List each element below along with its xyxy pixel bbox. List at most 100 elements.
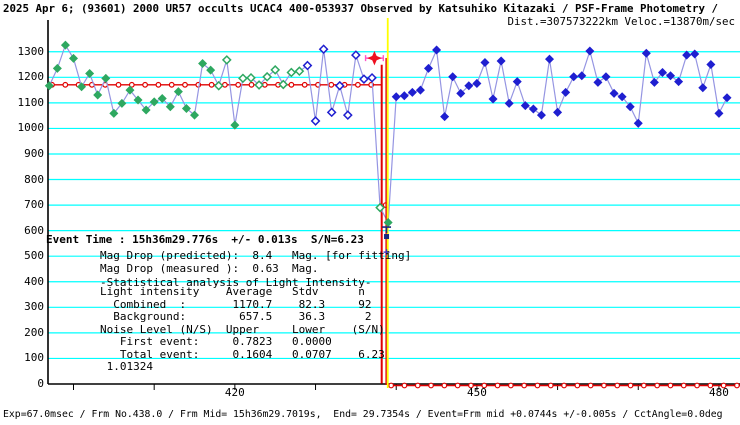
data-point-diamond bbox=[464, 81, 474, 91]
data-point-diamond bbox=[334, 80, 345, 91]
model-point bbox=[547, 382, 554, 389]
model-point bbox=[601, 382, 607, 389]
model-point bbox=[142, 81, 149, 88]
data-point-diamond bbox=[690, 49, 700, 59]
data-point-diamond bbox=[682, 50, 692, 60]
data-point-diamond bbox=[407, 87, 417, 97]
data-point-diamond bbox=[488, 94, 498, 104]
data-point-diamond bbox=[270, 65, 281, 75]
stat-header-row: Light intensity Average Stdv n bbox=[100, 285, 365, 298]
data-point-diamond bbox=[698, 83, 708, 93]
data-point-diamond bbox=[77, 82, 87, 92]
data-point-diamond bbox=[294, 66, 305, 77]
data-point-diamond bbox=[310, 116, 321, 126]
data-point-diamond bbox=[674, 77, 684, 87]
data-point-diamond bbox=[302, 60, 313, 71]
data-point-diamond bbox=[351, 50, 361, 60]
data-point-diamond bbox=[609, 88, 619, 98]
model-point bbox=[301, 81, 308, 88]
data-point-diamond bbox=[157, 94, 167, 104]
data-point-diamond bbox=[342, 110, 353, 120]
mag-drop-measured-text: Mag Drop (measured ): 0.63 Mag. bbox=[100, 262, 319, 275]
data-point-diamond bbox=[375, 202, 385, 213]
model-point bbox=[534, 382, 541, 389]
model-point bbox=[680, 382, 687, 389]
model-point bbox=[221, 81, 228, 88]
data-point-diamond bbox=[173, 87, 183, 97]
data-point-diamond bbox=[221, 55, 232, 65]
stat-noise-header-row: Noise Level (N/S) Upper Lower (S/N) bbox=[100, 322, 385, 336]
data-point-diamond bbox=[117, 98, 127, 108]
stat-combined-row: Combined : 1170.7 82.3 92 bbox=[100, 297, 372, 311]
data-point-diamond bbox=[141, 105, 151, 115]
data-point-diamond bbox=[649, 77, 659, 87]
data-point-diamond bbox=[585, 46, 595, 56]
model-point bbox=[454, 382, 461, 389]
stat-background-row: Background: 657.5 36.3 2 bbox=[100, 310, 372, 323]
model-point bbox=[694, 382, 700, 389]
data-point-diamond bbox=[706, 60, 716, 70]
stat-ratio-row: 1.01324 bbox=[100, 360, 153, 373]
data-point-diamond bbox=[601, 72, 611, 82]
model-point bbox=[115, 81, 122, 88]
data-point-diamond bbox=[666, 71, 676, 81]
data-point-diamond bbox=[198, 58, 208, 69]
stat-first-event-row: First event: 0.7823 0.0000 bbox=[100, 335, 332, 348]
data-point-diamond bbox=[440, 112, 450, 122]
model-point bbox=[168, 81, 175, 88]
data-point-diamond bbox=[520, 101, 530, 111]
data-point-diamond bbox=[52, 63, 62, 73]
model-point bbox=[561, 382, 567, 389]
data-point-diamond bbox=[577, 71, 587, 81]
model-point bbox=[614, 382, 621, 389]
data-point-diamond bbox=[246, 72, 256, 83]
data-point-diamond bbox=[432, 45, 442, 55]
data-point-diamond bbox=[326, 107, 337, 118]
data-point-diamond bbox=[133, 95, 143, 105]
data-point-diamond bbox=[318, 44, 329, 55]
data-point-diamond bbox=[93, 90, 103, 100]
data-point-diamond bbox=[383, 217, 393, 227]
data-point-diamond bbox=[472, 78, 482, 88]
model-point bbox=[654, 382, 661, 389]
model-point bbox=[235, 81, 242, 88]
data-point-diamond bbox=[528, 104, 538, 114]
model-point bbox=[62, 81, 69, 88]
data-point-diamond bbox=[44, 81, 54, 91]
data-point-diamond bbox=[125, 85, 135, 95]
model-point bbox=[481, 382, 488, 389]
data-point-diamond bbox=[415, 85, 425, 95]
chart-subtitle-distance-velocity: Dist.=307573222km Veloc.=13870m/sec bbox=[507, 15, 735, 28]
data-point-diamond bbox=[657, 67, 667, 77]
data-point-diamond bbox=[593, 77, 603, 87]
data-point-diamond bbox=[213, 80, 224, 91]
data-point-diamond bbox=[399, 91, 409, 101]
data-point-diamond bbox=[456, 88, 466, 98]
data-point-diamond bbox=[254, 80, 264, 90]
model-point bbox=[355, 81, 361, 88]
data-point-diamond bbox=[625, 102, 635, 112]
data-point-diamond bbox=[359, 74, 369, 84]
data-point-diamond bbox=[722, 93, 732, 103]
data-point-diamond bbox=[149, 97, 159, 107]
data-point-diamond bbox=[85, 68, 95, 78]
data-point-diamond bbox=[367, 72, 377, 83]
data-point-diamond bbox=[561, 87, 571, 97]
model-point bbox=[468, 382, 474, 389]
data-point-diamond bbox=[423, 63, 433, 73]
event-star-marker bbox=[367, 50, 382, 66]
data-point-diamond bbox=[496, 56, 506, 66]
model-point bbox=[507, 382, 514, 389]
stat-analysis-title: -Statistical analysis of Light Intensity… bbox=[100, 276, 372, 289]
data-point-diamond bbox=[617, 92, 627, 102]
model-point bbox=[248, 81, 255, 88]
model-point bbox=[388, 382, 395, 389]
chart-title: 2025 Apr 6; (93601) 2000 UR57 occults UC… bbox=[3, 2, 719, 15]
data-point-diamond bbox=[391, 92, 401, 102]
data-point-diamond bbox=[641, 48, 651, 58]
data-point-diamond bbox=[206, 65, 216, 75]
data-point-diamond bbox=[512, 77, 522, 87]
data-point-diamond bbox=[190, 110, 200, 120]
